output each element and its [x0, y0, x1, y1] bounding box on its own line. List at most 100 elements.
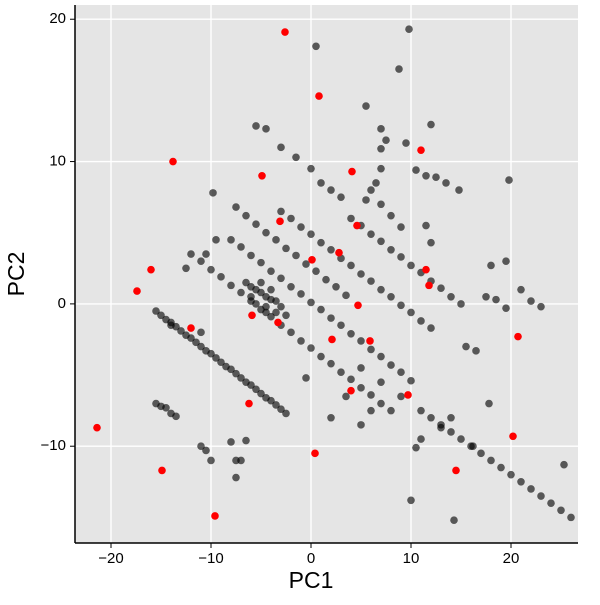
- point: [276, 217, 284, 226]
- point: [417, 317, 425, 325]
- point: [237, 243, 245, 251]
- point: [422, 221, 430, 230]
- point: [267, 312, 275, 321]
- point: [327, 359, 335, 368]
- point: [207, 349, 215, 358]
- x-tick-label: −20: [98, 550, 123, 567]
- point: [354, 301, 362, 310]
- point: [457, 300, 465, 308]
- point: [282, 311, 290, 320]
- x-tick-label: −10: [198, 550, 223, 567]
- point: [317, 238, 325, 247]
- point: [248, 311, 256, 320]
- point: [427, 120, 435, 129]
- point: [387, 406, 395, 415]
- point: [382, 136, 390, 145]
- point: [277, 302, 285, 311]
- point: [237, 288, 245, 297]
- point: [311, 449, 319, 458]
- point: [517, 477, 525, 486]
- point: [372, 179, 380, 187]
- point: [432, 173, 440, 182]
- point: [455, 186, 463, 194]
- point: [197, 442, 205, 451]
- point: [172, 412, 180, 421]
- point: [367, 406, 375, 415]
- point: [169, 157, 177, 166]
- point: [277, 405, 285, 414]
- point: [347, 329, 355, 338]
- point: [297, 290, 305, 298]
- point: [327, 246, 335, 254]
- point: [212, 236, 220, 244]
- plot-panel: [75, 5, 578, 543]
- point: [257, 288, 265, 297]
- point: [292, 251, 300, 260]
- point: [537, 492, 545, 500]
- point: [397, 392, 405, 401]
- point: [337, 321, 345, 330]
- point: [422, 265, 430, 274]
- point: [177, 327, 185, 335]
- point: [328, 335, 336, 344]
- point: [348, 167, 356, 176]
- point: [337, 368, 345, 377]
- point: [402, 139, 410, 147]
- point: [387, 211, 395, 220]
- point: [537, 302, 545, 311]
- x-tick-label: 10: [403, 550, 420, 567]
- point: [252, 300, 260, 308]
- point: [207, 265, 215, 274]
- point: [209, 189, 217, 197]
- point: [397, 253, 405, 261]
- point: [182, 264, 190, 273]
- point: [257, 389, 265, 398]
- point: [217, 358, 225, 367]
- point: [187, 250, 195, 258]
- point: [262, 228, 270, 237]
- point: [407, 376, 415, 385]
- point: [327, 413, 335, 422]
- point: [514, 332, 522, 341]
- point: [93, 423, 101, 432]
- point: [147, 265, 155, 274]
- y-axis-title: PC2: [3, 252, 29, 297]
- point: [447, 413, 455, 422]
- point: [357, 384, 365, 392]
- point: [357, 270, 365, 278]
- point: [502, 304, 510, 312]
- point: [337, 193, 345, 201]
- point: [442, 179, 450, 187]
- point: [427, 324, 435, 332]
- point: [317, 305, 325, 314]
- point: [292, 153, 300, 162]
- point: [227, 236, 235, 244]
- point: [387, 292, 395, 301]
- point: [367, 230, 375, 238]
- point: [242, 278, 250, 287]
- point: [197, 342, 205, 351]
- point: [397, 223, 405, 231]
- point: [192, 338, 200, 347]
- point: [505, 176, 513, 184]
- point: [347, 375, 355, 384]
- point: [547, 499, 555, 507]
- point: [487, 456, 495, 465]
- point: [187, 334, 195, 342]
- point: [407, 496, 415, 505]
- point: [227, 281, 235, 290]
- x-tick-label: 0: [307, 550, 315, 567]
- point: [277, 143, 285, 152]
- point: [297, 337, 305, 345]
- point: [327, 186, 335, 194]
- point: [242, 436, 250, 445]
- point: [437, 423, 445, 432]
- point: [302, 260, 310, 268]
- grid: [75, 5, 578, 543]
- point: [327, 314, 335, 322]
- point: [366, 337, 374, 345]
- point: [207, 456, 215, 465]
- point: [332, 283, 340, 291]
- point: [307, 164, 315, 173]
- x-tick-label: 20: [503, 550, 520, 567]
